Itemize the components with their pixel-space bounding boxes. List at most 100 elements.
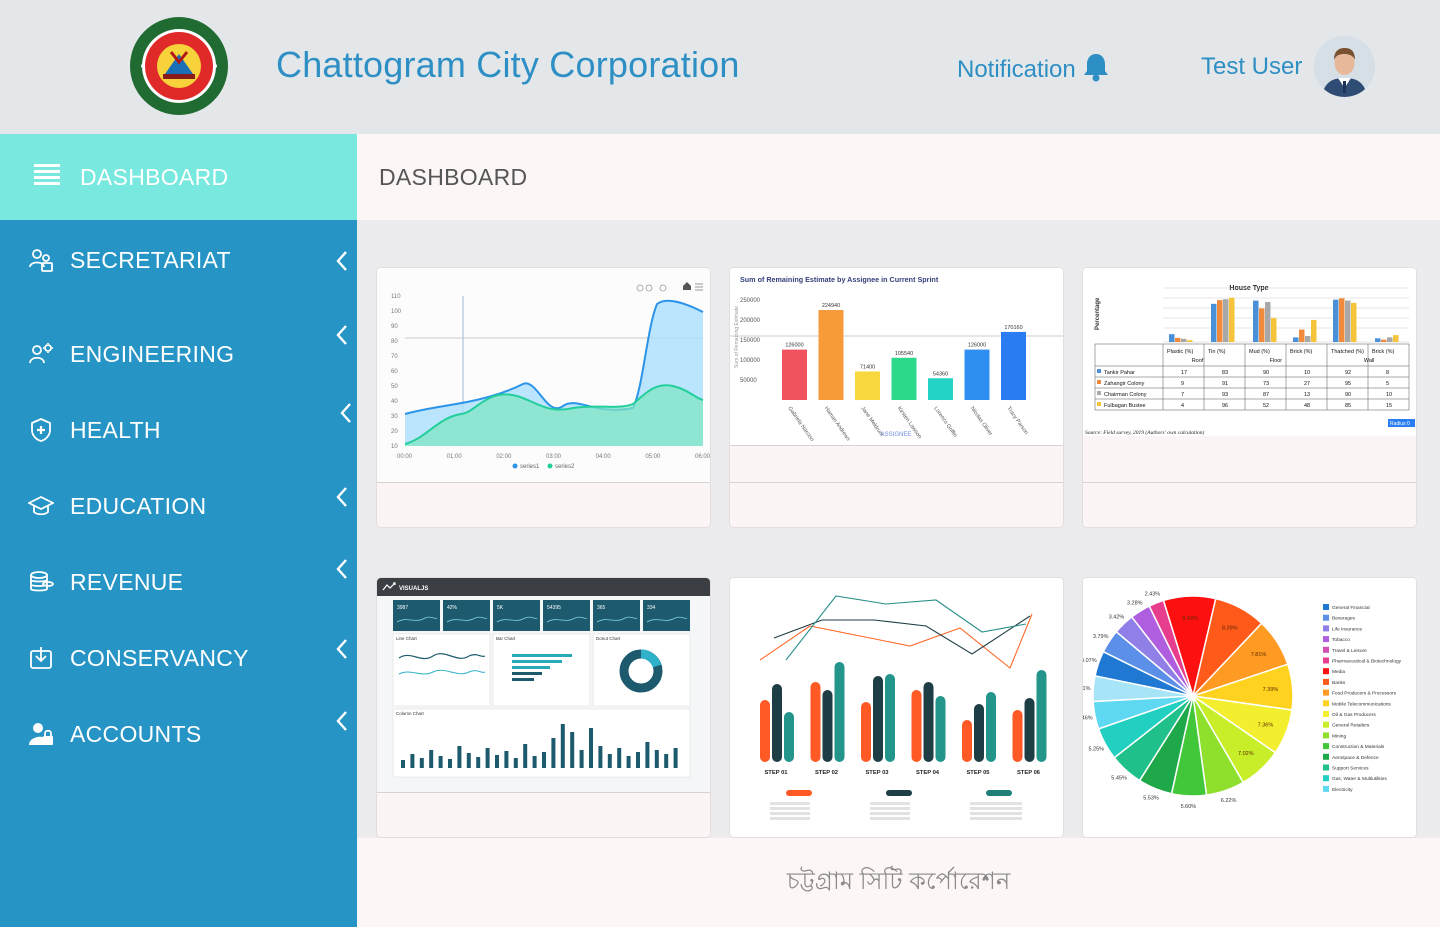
pie-legend-label: General Financial [1332,605,1370,611]
area-y-tick: 40 [391,399,398,405]
sidebar-item-revenue[interactable]: REVENUE [0,554,357,610]
chevron-left-icon[interactable] [335,250,349,272]
house-type-legend-swatch [1097,380,1101,384]
dashboard-card-bar-chart[interactable]: Sum of Remaining Estimate by Assignee in… [730,268,1063,527]
visualjs-column-bar [504,751,509,768]
house-type-cell: 27 [1304,381,1310,387]
house-type-bar [1181,338,1187,342]
bar-mark [964,349,990,400]
pie-chart-thumbnail: 8.43% 8.39% 7.81% 7.39% 7.36% 7.02% 6.22% 5.60%… [1083,578,1416,837]
house-type-bar [1351,302,1357,342]
pie-value-label: 4.46% [1083,715,1093,721]
visualjs-kpi-tile [593,600,640,631]
sidebar-item-label: ENGINEERING [70,340,235,367]
user-name: Test User [1201,52,1303,80]
sidebar-item-engineering[interactable]: ENGINEERING [0,326,357,382]
pie-legend-swatch [1323,668,1329,675]
area-y-tick: 50 [391,384,398,390]
visualjs-kpi-sparkline [496,616,538,623]
chevron-left-icon[interactable] [339,402,353,424]
pie-legend-swatch [1323,689,1329,696]
sidebar-item-label: EDUCATION [70,492,207,519]
pie-value-label: 3.79% [1093,634,1109,640]
bar-value-label: 170160 [1004,325,1022,331]
visualjs-column-bar [485,748,490,768]
pie-value-label: 6.22% [1221,798,1237,804]
visualjs-kpi-tile [543,600,590,631]
area-y-tick: 110 [391,294,401,300]
visualjs-kpi-sparkline [446,616,488,623]
pie-value-label: 7.39% [1263,687,1279,693]
visualjs-kpi-tile [643,600,690,631]
chevron-left-icon[interactable] [335,710,349,732]
sidebar-item-health[interactable]: HEALTH [0,402,357,458]
chevron-left-icon[interactable] [335,638,349,660]
visualjs-column-bar [542,752,546,768]
visualjs-column-bar [607,754,612,768]
dashboard-card-steps[interactable]: STEP 01 STEP 02 STEP 03 STEP 04 STEP 05 STEP … [730,578,1063,837]
step-bar [885,674,895,762]
visualjs-column-bar [419,758,424,768]
pie-legend-label: Travel & Leisure [1332,648,1367,654]
house-type-row-name: Tankir Pahar [1104,370,1135,376]
chevron-left-icon[interactable] [335,324,349,346]
avatar[interactable] [1314,36,1376,97]
visualjs-column-bar [617,748,622,768]
sidebar-item-label: HEALTH [70,416,161,443]
pie-value-label: 4.11% [1083,686,1091,692]
notification-button[interactable]: Notification [957,52,1110,87]
pie-legend-swatch [1323,711,1329,717]
step-bar [974,704,984,762]
visualjs-kpi-sparkline [646,616,688,623]
house-type-thumbnail: House Type Percentage Plastic (%) Tin (%)… [1083,268,1416,436]
house-type-bar [1229,297,1235,342]
shield-plus-icon [28,417,54,443]
area-x-tick: 02:00 [496,454,512,460]
sidebar-item-dashboard[interactable]: DASHBOARD [0,134,357,220]
house-type-row-name: Fulbagan Bustee [1104,403,1146,409]
pie-legend-label: Media [1332,669,1345,675]
house-type-cell: 8 [1386,370,1389,376]
step-bar [1012,710,1023,762]
house-type-col-header: Tin (%) [1208,349,1226,355]
steps-infographic-thumbnail: STEP 01 STEP 02 STEP 03 STEP 04 STEP 05 STEP … [730,578,1063,837]
step-bar [873,676,883,762]
sidebar: DASHBOARD SECRETARIAT ENGINEERING H [0,134,357,927]
area-y-tick: 10 [391,444,398,450]
step-bar [986,692,996,762]
house-type-group: Floor [1270,358,1283,364]
house-type-bar [1375,338,1381,342]
house-type-bar [1339,298,1345,342]
pie-legend-label: Mobile Telecommunications [1332,701,1391,707]
house-type-bar [1393,335,1399,342]
house-type-group: Roof [1192,358,1204,364]
sidebar-item-education[interactable]: EDUCATION [0,478,357,534]
house-type-cell: 10 [1304,370,1310,376]
city-corporation-logo[interactable] [129,16,229,116]
area-y-tick: 60 [391,369,398,375]
visualjs-column-bar [532,756,537,768]
dashboard-card-house-type[interactable]: House Type Percentage Plastic (%) Tin (%)… [1083,268,1416,527]
chevron-left-icon[interactable] [335,558,349,580]
pie-slice [1148,599,1194,697]
bar-y-tick: 250000 [740,298,761,304]
dashboard-card-pie-chart[interactable]: 8.43% 8.39% 7.81% 7.39% 7.36% 7.02% 6.22% 5.60%… [1083,578,1416,837]
dashboard-card-visualjs[interactable]: VISUALJS 3987 42% 5K 54395 365 334 Line Chart… [377,578,710,837]
pie-legend-label: General Retailers [1332,723,1370,729]
sidebar-item-accounts[interactable]: ACCOUNTS [0,706,357,762]
sidebar-item-secretariat[interactable]: SECRETARIAT [0,232,357,288]
bar-chart-thumbnail: Sum of Remaining Estimate by Assignee in… [730,268,1063,445]
step-bar [810,682,821,762]
sidebar-item-conservancy[interactable]: CONSERVANCY [0,630,357,686]
visualjs-column-bar [448,759,452,768]
visualjs-column-bar [401,760,405,768]
visualjs-kpi-tile [393,600,440,631]
chevron-left-icon[interactable] [335,486,349,508]
visualjs-kpi-value: 42% [447,605,458,611]
house-type-col-header: Brick (%) [1290,349,1312,355]
house-type-source: Source: Field survey, 2019 (Authors' own… [1085,429,1205,436]
pie-value-label: 7.81% [1251,652,1267,658]
dashboard-card-area-chart[interactable]: 10 20 30 40 50 60 70 80 90 100 110 00:00 01:00 02:00… [377,268,710,527]
user-menu[interactable]: Test User [1201,36,1376,97]
pie-legend-swatch [1323,721,1329,728]
